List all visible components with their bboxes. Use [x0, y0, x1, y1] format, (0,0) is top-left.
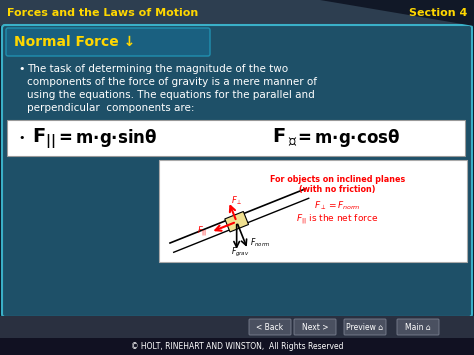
- FancyBboxPatch shape: [294, 319, 336, 335]
- Text: perpendicular  components are:: perpendicular components are:: [27, 103, 194, 113]
- Text: $\mathbf{F_{\perp}}$: $\mathbf{F_{\perp}}$: [272, 127, 297, 149]
- Text: Preview ⌂: Preview ⌂: [346, 322, 383, 332]
- Text: (with no friction): (with no friction): [299, 185, 376, 194]
- Text: For objects on inclined planes: For objects on inclined planes: [270, 175, 405, 184]
- Text: $F_{norm}$: $F_{norm}$: [250, 236, 270, 249]
- Text: $F_{grav}$: $F_{grav}$: [231, 246, 249, 259]
- FancyBboxPatch shape: [0, 316, 474, 338]
- Text: $F_{\perp} = F_{norm}$: $F_{\perp} = F_{norm}$: [314, 199, 361, 212]
- FancyBboxPatch shape: [344, 319, 386, 335]
- Polygon shape: [320, 0, 474, 26]
- Text: Next >: Next >: [302, 322, 328, 332]
- Text: $\mathbf{F_{||}}$: $\mathbf{F_{||}}$: [32, 126, 56, 150]
- Text: < Back: < Back: [256, 322, 283, 332]
- Text: Main ⌂: Main ⌂: [405, 322, 431, 332]
- FancyBboxPatch shape: [7, 120, 465, 156]
- FancyBboxPatch shape: [2, 25, 472, 317]
- Text: $\mathbf{= m{\cdot}g{\cdot}sin\theta}$: $\mathbf{= m{\cdot}g{\cdot}sin\theta}$: [55, 127, 157, 149]
- FancyBboxPatch shape: [6, 28, 210, 56]
- Text: $F_{\perp}$: $F_{\perp}$: [231, 194, 243, 207]
- Text: $F_{||}$ is the net force: $F_{||}$ is the net force: [296, 213, 379, 227]
- FancyBboxPatch shape: [397, 319, 439, 335]
- Text: Forces and the Laws of Motion: Forces and the Laws of Motion: [7, 8, 198, 18]
- FancyBboxPatch shape: [249, 319, 291, 335]
- Text: components of the force of gravity is a mere manner of: components of the force of gravity is a …: [27, 77, 317, 87]
- Text: © HOLT, RINEHART AND WINSTON,  All Rights Reserved: © HOLT, RINEHART AND WINSTON, All Rights…: [131, 342, 343, 351]
- Text: •: •: [18, 133, 25, 143]
- Polygon shape: [225, 212, 248, 232]
- Text: •: •: [18, 64, 25, 74]
- FancyBboxPatch shape: [159, 160, 467, 262]
- Text: The task of determining the magnitude of the two: The task of determining the magnitude of…: [27, 64, 288, 74]
- FancyBboxPatch shape: [0, 338, 474, 355]
- Text: Section 4: Section 4: [409, 8, 467, 18]
- Text: Normal Force ↓: Normal Force ↓: [14, 35, 135, 49]
- Text: $F_{||}$: $F_{||}$: [197, 225, 207, 239]
- Text: $\mathbf{= m{\cdot}g{\cdot}cos\theta}$: $\mathbf{= m{\cdot}g{\cdot}cos\theta}$: [294, 127, 400, 149]
- FancyBboxPatch shape: [0, 0, 474, 26]
- Text: using the equations. The equations for the parallel and: using the equations. The equations for t…: [27, 90, 315, 100]
